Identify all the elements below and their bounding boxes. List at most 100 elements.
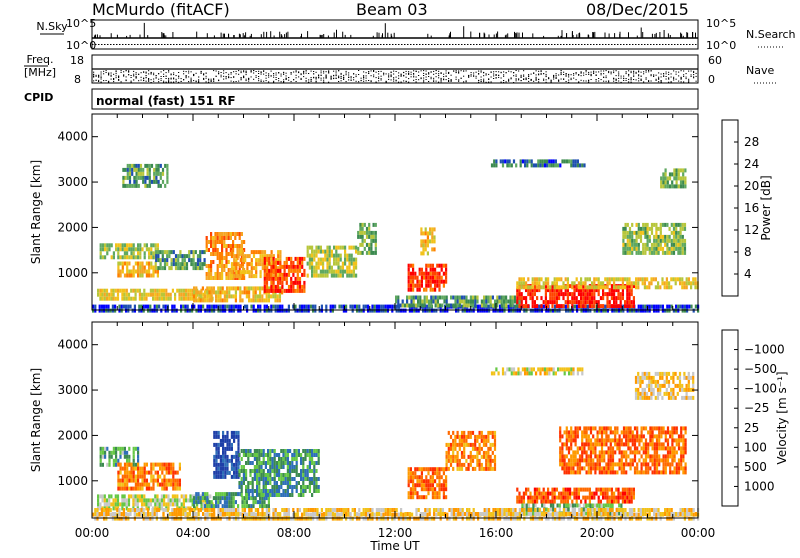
nave-dot <box>538 71 539 72</box>
heatmap-cell <box>162 305 164 309</box>
heatmap-cell <box>547 517 549 521</box>
heatmap-cell <box>224 294 226 298</box>
heatmap-cell <box>163 479 165 483</box>
heatmap-cell <box>675 305 677 309</box>
nsearch-dot <box>647 44 649 45</box>
heatmap-cell <box>228 517 230 521</box>
heatmap-cell <box>137 479 139 483</box>
heatmap-cell <box>211 286 213 290</box>
nsearch-dot <box>134 44 136 45</box>
heatmap-cell <box>271 254 273 258</box>
heatmap-cell <box>517 517 519 521</box>
heatmap-cell <box>108 297 110 301</box>
nave-dot <box>176 81 177 82</box>
nave-dot <box>411 74 412 75</box>
nave-dot <box>173 82 174 83</box>
heatmap-cell <box>359 235 361 239</box>
nave-dot <box>211 81 212 82</box>
heatmap-cell <box>121 289 123 293</box>
nsearch-dot <box>125 44 127 45</box>
nave-dot <box>413 74 414 75</box>
heatmap-cell <box>470 300 472 304</box>
heatmap-cell <box>578 300 580 304</box>
heatmap-cell <box>355 246 357 250</box>
nave-dot <box>198 81 199 82</box>
heatmap-cell <box>412 276 414 280</box>
nave-dot <box>618 81 619 82</box>
heatmap-cell <box>144 255 146 259</box>
nave-dot <box>183 73 184 74</box>
heatmap-cell <box>165 305 167 309</box>
heatmap-cell <box>212 236 214 240</box>
heatmap-cell <box>423 272 425 276</box>
heatmap-cell <box>626 292 628 296</box>
nsky-tick-high: 10^5 <box>66 17 96 30</box>
heatmap-cell <box>198 517 200 521</box>
heatmap-cell <box>309 262 311 266</box>
heatmap-cell <box>678 176 680 180</box>
nsearch-dot <box>569 44 571 45</box>
heatmap-cell <box>329 266 331 270</box>
heatmap-cell <box>346 254 348 258</box>
heatmap-cell <box>279 250 281 254</box>
nave-dot <box>233 76 234 77</box>
heatmap-cell <box>342 270 344 274</box>
heatmap-cell <box>217 240 219 244</box>
heatmap-cell <box>204 250 206 254</box>
heatmap-cell <box>120 487 122 491</box>
heatmap-cell <box>582 296 584 300</box>
nave-dot <box>166 82 167 83</box>
heatmap-cell <box>651 227 653 231</box>
heatmap-cell <box>176 517 178 521</box>
heatmap-cell <box>217 252 219 256</box>
nsearch-dot <box>527 44 529 45</box>
heatmap-cell <box>636 247 638 251</box>
heatmap-cell <box>146 270 148 274</box>
nave-dot <box>258 78 259 79</box>
nave-dot <box>328 82 329 83</box>
nave-dot <box>483 80 484 81</box>
nave-dot <box>528 74 529 75</box>
nave-dot <box>506 72 507 73</box>
heatmap-cell <box>420 227 422 231</box>
nave-dot <box>463 70 464 71</box>
heatmap-cell <box>253 305 255 309</box>
nave-dot <box>106 72 107 73</box>
heatmap-cell <box>513 159 515 163</box>
nave-dot <box>606 81 607 82</box>
heatmap-cell <box>540 296 542 300</box>
heatmap-cell <box>644 285 646 289</box>
heatmap-cell <box>208 286 210 290</box>
heatmap-cell <box>333 246 335 250</box>
heatmap-cell <box>570 163 572 167</box>
heatmap-cell <box>137 274 139 278</box>
heatmap-cell <box>363 305 365 309</box>
heatmap-cell <box>355 262 357 266</box>
nave-dot <box>308 73 309 74</box>
nave-dot <box>448 72 449 73</box>
heatmap-cell <box>164 250 166 254</box>
nave-dot <box>163 76 164 77</box>
heatmap-cell <box>144 184 146 188</box>
heatmap-cell <box>270 273 272 277</box>
heatmap-cell <box>273 261 275 265</box>
heatmap-cell <box>185 498 187 502</box>
heatmap-cell <box>682 176 684 180</box>
heatmap-cell <box>578 304 580 308</box>
heatmap-cell <box>402 300 404 304</box>
nave-dot <box>616 79 617 80</box>
heatmap-cell <box>113 289 115 293</box>
nsearch-dot <box>425 44 427 45</box>
nave-dot <box>456 70 457 71</box>
heatmap-cell <box>408 284 410 288</box>
heatmap-cell <box>521 277 523 281</box>
heatmap-cell <box>133 471 135 475</box>
nsky-tick-low: 10^0 <box>66 39 96 52</box>
heatmap-cell <box>584 281 586 285</box>
heatmap-cell <box>463 296 465 300</box>
heatmap-cell <box>677 251 679 255</box>
heatmap-cell <box>126 289 128 293</box>
heatmap-cell <box>684 176 686 180</box>
power-y-label: Slant Range [km] <box>29 160 43 264</box>
nave-dot <box>376 72 377 73</box>
